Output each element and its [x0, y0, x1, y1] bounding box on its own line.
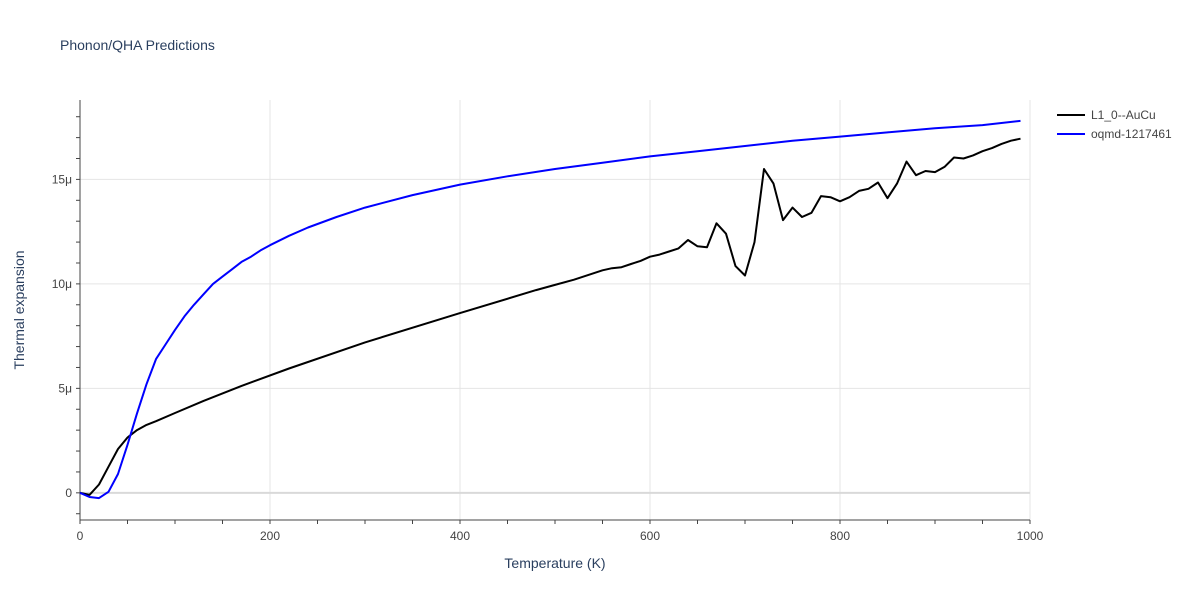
x-tick-label: 200 [260, 529, 280, 543]
x-tick-label: 800 [830, 529, 850, 543]
grid-lines [80, 100, 1031, 520]
legend: L1_0--AuCu oqmd-1217461 [1057, 108, 1172, 141]
series-line-0 [79, 137, 1021, 496]
x-tick-label: 0 [77, 529, 84, 543]
y-tick-label: 0 [65, 486, 72, 500]
legend-label-1: oqmd-1217461 [1091, 127, 1172, 141]
y-axis-title: Thermal expansion [11, 250, 27, 369]
x-tick-label: 400 [450, 529, 470, 543]
plot-area [79, 119, 1021, 500]
axes [76, 100, 1031, 524]
series-line-1 [79, 119, 1021, 500]
x-axis-title: Temperature (K) [504, 555, 605, 571]
legend-label-0: L1_0--AuCu [1091, 108, 1156, 122]
x-tick-label: 1000 [1017, 529, 1044, 543]
y-axis-ticks: 0 5μ 10μ 15μ [52, 172, 73, 499]
y-tick-label: 15μ [52, 172, 72, 186]
y-tick-label: 10μ [52, 277, 72, 291]
x-axis-ticks: 0 200 400 600 800 1000 [77, 529, 1044, 543]
y-tick-label: 5μ [58, 381, 72, 395]
x-tick-label: 600 [640, 529, 660, 543]
chart-title: Phonon/QHA Predictions [60, 37, 215, 53]
